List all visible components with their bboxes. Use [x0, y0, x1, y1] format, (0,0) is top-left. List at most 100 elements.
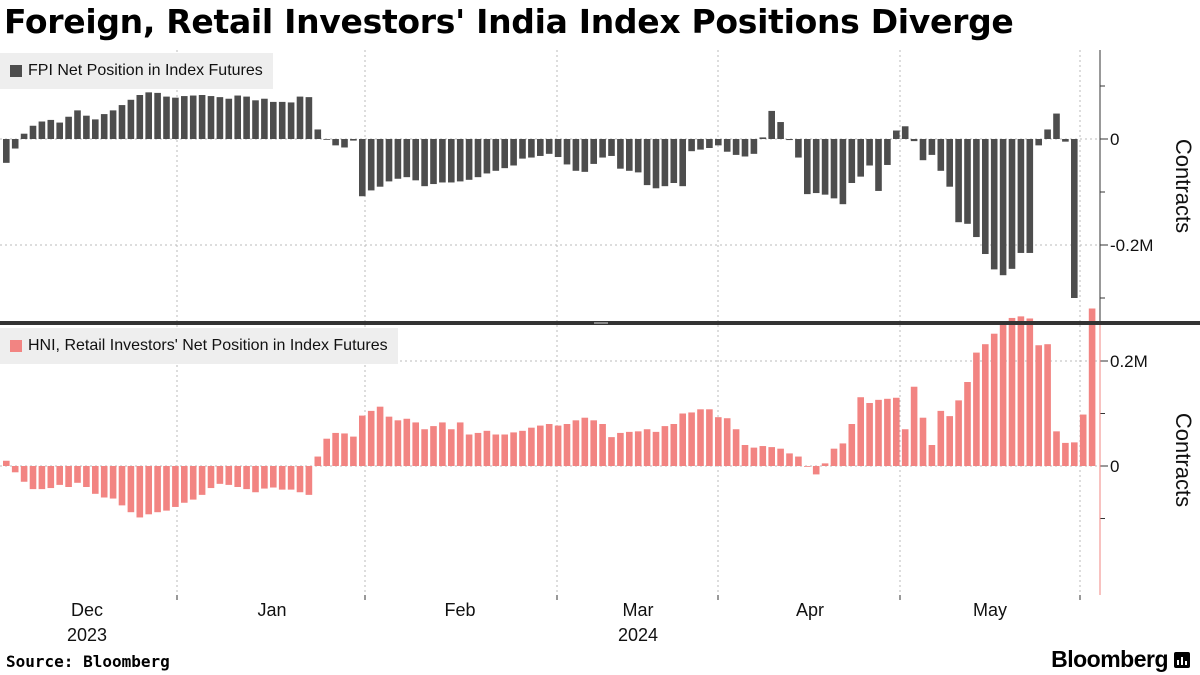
retail-bar: [278, 466, 286, 490]
retail-bars: [3, 308, 1096, 518]
retail-bar: [216, 466, 224, 484]
retail-bar: [492, 434, 500, 466]
fpi-bar: [554, 139, 562, 158]
retail-bar: [29, 466, 37, 490]
fpi-bar: [385, 139, 393, 182]
y-tick-label: 0: [1110, 130, 1119, 149]
retail-bar: [812, 466, 820, 475]
fpi-bar: [332, 139, 339, 146]
retail-bar: [483, 430, 491, 466]
fpi-bar: [821, 139, 829, 195]
fpi-bar: [759, 137, 767, 139]
retail-bar: [839, 443, 847, 466]
fpi-bar: [465, 139, 473, 180]
fpi-bar: [1062, 139, 1069, 142]
retail-bar: [661, 426, 669, 466]
retail-bar: [697, 409, 704, 466]
fpi-bar: [955, 139, 962, 223]
fpi-bar: [1044, 129, 1051, 139]
fpi-bar: [278, 101, 286, 139]
fpi-bar: [136, 95, 144, 139]
fpi-bar: [1071, 139, 1078, 298]
fpi-bar: [207, 96, 215, 139]
fpi-bar: [501, 139, 508, 169]
retail-bar: [901, 429, 909, 466]
retail-bar: [38, 466, 46, 490]
retail-bar: [741, 445, 749, 466]
retail-bar: [777, 448, 784, 466]
retail-bar: [786, 453, 793, 466]
fpi-bar: [999, 139, 1007, 276]
fpi-bar: [439, 139, 446, 183]
fpi-bar: [626, 139, 633, 171]
retail-bar: [723, 418, 731, 466]
retail-bar: [626, 431, 633, 466]
retail-bar: [207, 466, 215, 489]
retail-bar: [973, 352, 980, 466]
retail-bar: [118, 466, 126, 506]
fpi-bar: [172, 97, 179, 139]
retail-bar: [198, 466, 206, 495]
fpi-bar: [47, 119, 55, 139]
fpi-bar: [866, 139, 873, 166]
retail-bar: [350, 436, 357, 466]
retail-bar: [928, 445, 936, 466]
retail-bar: [937, 410, 945, 466]
retail-bar: [643, 429, 651, 466]
retail-bar: [181, 466, 188, 503]
retail-bar: [376, 406, 384, 466]
retail-bar: [47, 466, 55, 489]
retail-bar: [11, 466, 19, 473]
retail-bar: [1062, 442, 1069, 466]
x-tick-label: Apr: [796, 600, 824, 620]
retail-bar: [56, 466, 63, 485]
retail-bar: [367, 410, 375, 466]
retail-bar: [732, 429, 740, 466]
retail-bar: [448, 429, 455, 466]
fpi-bar: [1017, 139, 1025, 253]
fpi-bar: [109, 110, 117, 139]
retail-bar: [1079, 414, 1087, 466]
chart-title: Foreign, Retail Investors' India Index P…: [4, 2, 1014, 41]
retail-bar: [999, 323, 1007, 466]
retail-bar: [1071, 442, 1078, 466]
retail-bar: [670, 424, 678, 466]
fpi-bar: [83, 115, 90, 139]
retail-bar: [750, 447, 758, 466]
fpi-bar: [118, 105, 126, 139]
fpi-bar: [652, 139, 660, 189]
fpi-bar: [20, 133, 28, 139]
retail-bar: [74, 466, 81, 483]
retail-bar: [848, 424, 856, 466]
retail-bar: [519, 430, 526, 466]
retail-bar: [857, 397, 864, 466]
fpi-bar: [341, 139, 348, 148]
fpi-bar: [608, 139, 615, 156]
retail-bar: [394, 420, 402, 466]
fpi-bar: [750, 139, 758, 154]
y-tick-label: -0.2M: [1110, 236, 1153, 255]
fpi-bar: [74, 110, 81, 139]
fpi-bar: [723, 139, 731, 152]
fpi-bar: [154, 92, 161, 139]
x-tick-label: Jan: [257, 600, 286, 620]
fpi-bar: [795, 139, 802, 158]
retail-bar: [127, 466, 135, 513]
fpi-bar: [376, 139, 384, 187]
fpi-bar: [590, 139, 597, 164]
retail-bar: [270, 466, 277, 488]
retail-bar: [83, 466, 90, 487]
retail-bar: [154, 466, 161, 513]
retail-bar: [804, 466, 811, 467]
fpi-bar: [198, 95, 206, 139]
retail-bar: [759, 446, 767, 466]
fpi-bar: [732, 139, 740, 155]
fpi-bar: [812, 139, 820, 194]
fpi-bar: [661, 139, 669, 187]
fpi-bar: [688, 139, 695, 152]
fpi-bar: [252, 100, 259, 139]
retail-bar: [412, 422, 419, 466]
retail-bar: [501, 434, 508, 466]
brand-name: Bloomberg: [1051, 646, 1168, 672]
